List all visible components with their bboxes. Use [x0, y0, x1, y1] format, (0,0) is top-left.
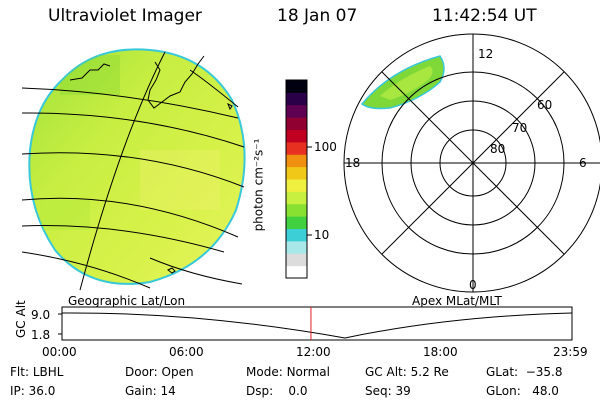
- timeline-xtick-0600: 06:00: [169, 345, 204, 359]
- info-ip-value: 36.0: [28, 384, 56, 398]
- info-seq: Seq: 39: [365, 384, 411, 398]
- mlt-label-6: 6: [579, 156, 587, 170]
- time-label: 11:42:54 UT: [432, 6, 537, 26]
- colorbar-segment: [286, 92, 307, 106]
- colorbar-segment: [286, 141, 307, 155]
- colorbar-segment: [286, 216, 307, 229]
- mlat-label-60: 60: [537, 98, 553, 112]
- info-ip: IP: 36.0: [10, 384, 56, 398]
- colorbar-segment: [286, 228, 307, 242]
- colorbar-segment: [286, 203, 307, 217]
- colorbar-segment: [286, 104, 307, 118]
- date-label: 18 Jan 07: [277, 6, 358, 26]
- info-gc-alt: GC Alt: 5.2 Re: [365, 365, 449, 379]
- polar-grid: [343, 33, 600, 293]
- info-glon: GLon: 48.0: [486, 384, 559, 398]
- timeline-xtick-0000: 00:00: [42, 345, 77, 359]
- timeline-ytick-1.8: 1.8: [31, 328, 51, 342]
- timeline-frame: [61, 306, 573, 341]
- info-mode-value: Normal: [286, 365, 330, 379]
- colorbar-segment: [286, 179, 307, 192]
- instrument-title: Ultraviolet Imager: [48, 6, 202, 26]
- info-flt-value: LBHL: [32, 365, 64, 379]
- info-dsp-value: 0.0: [288, 384, 308, 398]
- coastline: [69, 55, 233, 274]
- info-glon-value: 48.0: [532, 384, 559, 398]
- colorbar-segment: [286, 117, 307, 130]
- orbit-altitude-curve: [61, 312, 573, 339]
- info-gc-alt-value: 5.2 Re: [410, 365, 449, 379]
- colorbar-segment: [286, 253, 307, 267]
- timeline-ylabel: GC Alt: [14, 300, 28, 338]
- mlat-label-70: 70: [512, 121, 528, 135]
- timeline-xtick-2359: 23:59: [553, 345, 588, 359]
- colorbar-segment: [286, 154, 307, 168]
- info-dsp: Dsp: 0.0: [246, 384, 308, 398]
- colorbar-segment: [286, 129, 307, 143]
- info-seq-value: 39: [395, 384, 411, 398]
- info-gain-value: 14: [160, 384, 176, 398]
- mlt-label-0: 0: [469, 278, 477, 292]
- colorbar-tick-label-100: 100: [314, 140, 337, 154]
- timeline-ytick-9: 9.0: [31, 308, 51, 322]
- info-glat: GLat: −35.8: [486, 365, 563, 379]
- mlt-label-18: 18: [345, 156, 361, 170]
- info-door: Door: Open: [125, 365, 194, 379]
- left-panel-label: Geographic Lat/Lon: [68, 294, 186, 308]
- colorbar-segment: [286, 240, 307, 254]
- mlat-label-80: 80: [490, 142, 506, 156]
- colorbar-segment: [286, 191, 307, 205]
- colorbar-segment: [286, 80, 307, 93]
- colorbar: [286, 80, 307, 279]
- right-panel-label: Apex MLat/MLT: [412, 294, 502, 308]
- mlt-label-12: 12: [478, 47, 494, 61]
- latitude-grid: [21, 87, 245, 289]
- colorbar-segment: [286, 166, 307, 180]
- info-gain: Gain: 14: [125, 384, 176, 398]
- colorbar-frame: [285, 79, 308, 279]
- timeline-xtick-1200: 12:00: [296, 345, 331, 359]
- info-mode: Mode: Normal: [246, 365, 330, 379]
- info-door-value: Open: [161, 365, 194, 379]
- timeline-xtick-1800: 18:00: [423, 345, 458, 359]
- longitude-grid: [79, 51, 239, 291]
- colorbar-tick-label-10: 10: [314, 228, 330, 242]
- colorbar-segment: [286, 265, 307, 279]
- info-glat-value: −35.8: [525, 365, 563, 379]
- polar-aurora: [360, 55, 445, 110]
- info-flt: Flt: LBHL: [10, 365, 64, 379]
